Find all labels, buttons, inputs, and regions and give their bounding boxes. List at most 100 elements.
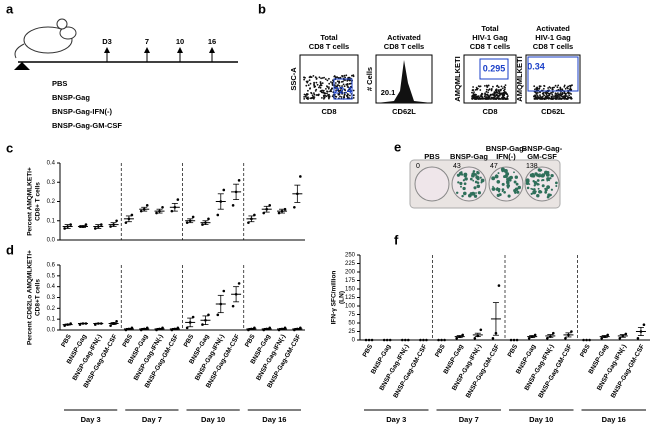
well-label: BNSP-Gag-: [522, 144, 563, 153]
event-dot: [341, 89, 344, 92]
x-tick-label: PBS: [434, 343, 447, 359]
spot: [550, 188, 554, 191]
event-dot: [328, 86, 330, 88]
event-dot: [492, 85, 494, 88]
event-dot: [346, 93, 349, 95]
event-dot: [329, 90, 331, 93]
event-dot: [568, 97, 571, 99]
event-dot: [305, 93, 307, 96]
event-dot: [490, 96, 493, 99]
event-dot: [494, 92, 496, 95]
y-axis-label: Percent CD62Lo AMQMLKETI+: [27, 250, 34, 345]
event-dot: [568, 92, 571, 94]
data-point: [636, 337, 640, 340]
spot: [475, 192, 477, 194]
event-dot: [319, 84, 322, 86]
event-dot: [497, 95, 500, 98]
event-dot: [303, 78, 305, 81]
event-dot: [556, 86, 559, 89]
plot-title: CD8 T cells: [309, 42, 349, 51]
x-axis-label: CD62L: [541, 107, 565, 116]
spot: [507, 194, 511, 198]
event-dot: [348, 83, 351, 85]
well-label: GM-CSF: [527, 152, 557, 161]
spot: [509, 175, 513, 180]
event-dot: [550, 98, 552, 100]
event-dot: [323, 76, 325, 79]
data-point: [293, 205, 296, 209]
event-dot: [308, 79, 311, 81]
spot: [544, 187, 547, 190]
event-dot: [352, 74, 355, 77]
x-tick-label: PBS: [60, 333, 73, 349]
data-point: [185, 326, 189, 330]
event-dot: [502, 92, 505, 95]
event-dot: [314, 76, 317, 79]
injection-marker: [14, 62, 30, 70]
spot: [539, 173, 541, 175]
data-point: [191, 315, 195, 319]
x-tick-label: BNSP-Gag-GM-CSF: [537, 343, 573, 399]
event-dot: [349, 94, 351, 97]
panel-label: f: [394, 232, 399, 247]
event-dot: [328, 97, 330, 100]
event-dot: [539, 85, 542, 88]
event-dot: [549, 87, 552, 89]
event-dot: [557, 84, 560, 87]
y-tick-label: 0.4: [47, 284, 56, 290]
y-tick-label: 100: [345, 304, 356, 310]
event-dot: [567, 92, 570, 95]
x-tick-label: PBS: [183, 333, 196, 349]
spot: [506, 181, 510, 185]
plot-title: CD8 T cells: [470, 42, 510, 51]
event-dot: [307, 84, 310, 87]
spot: [541, 179, 543, 182]
event-dot: [338, 90, 340, 93]
event-dot: [345, 74, 348, 77]
event-dot: [542, 92, 545, 94]
event-dot: [558, 95, 560, 98]
event-dot: [334, 82, 337, 84]
event-dot: [544, 91, 546, 94]
spot: [473, 186, 477, 190]
spot: [534, 172, 538, 176]
event-dot: [567, 85, 570, 88]
spot: [525, 181, 530, 186]
spot: [464, 177, 468, 181]
spot: [516, 190, 520, 194]
spot: [477, 191, 482, 195]
event-dot: [564, 87, 567, 90]
event-dot: [495, 89, 498, 92]
spot: [459, 181, 463, 186]
event-dot: [309, 82, 312, 85]
event-dot: [477, 95, 480, 97]
event-dot: [559, 94, 562, 97]
dot-cloud: [533, 84, 573, 100]
spot: [515, 182, 519, 186]
event-dot: [352, 94, 355, 97]
event-dot: [310, 97, 313, 100]
spot: [469, 192, 474, 196]
event-dot: [485, 88, 488, 91]
spot: [496, 179, 501, 184]
spot: [536, 182, 539, 186]
event-dot: [339, 95, 341, 98]
event-dot: [312, 97, 315, 100]
event-dot: [332, 79, 334, 82]
spot: [462, 186, 466, 191]
event-dot: [495, 93, 498, 96]
spot: [497, 172, 500, 175]
event-dot: [474, 97, 477, 100]
group-label: Day 10: [529, 415, 553, 424]
spot: [495, 187, 499, 191]
y-tick-label: 125: [345, 295, 356, 301]
spot-count: 43: [453, 163, 461, 170]
event-dot: [323, 97, 325, 100]
event-dot: [547, 87, 549, 89]
event-dot: [309, 97, 312, 100]
y-tick-label: 225: [345, 261, 356, 267]
y-tick-label: 25: [348, 329, 355, 335]
event-dot: [341, 75, 343, 77]
event-dot: [325, 95, 328, 98]
plot-title: CD8 T cells: [384, 42, 424, 51]
